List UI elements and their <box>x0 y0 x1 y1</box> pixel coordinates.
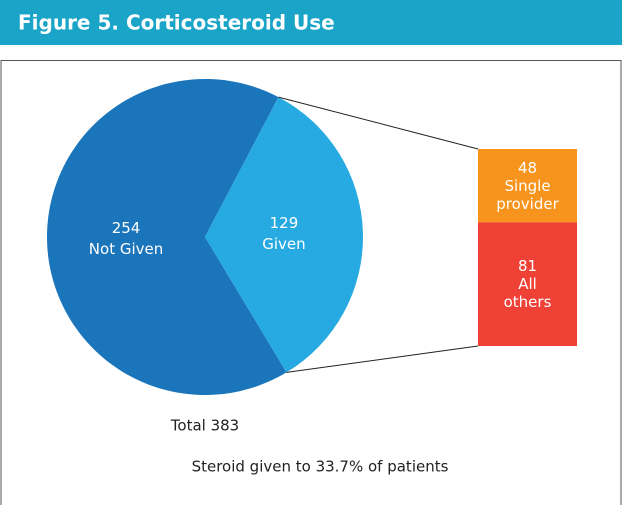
pie-slice <box>205 97 363 373</box>
note: Steroid given to 33.7% of patients <box>192 458 449 476</box>
segment-value: 81 <box>517 257 538 276</box>
total-label: Total 383 <box>170 417 239 435</box>
bar-segment <box>478 149 577 223</box>
connector <box>278 96 479 150</box>
slice-name: Not Given <box>89 240 163 258</box>
segment-name: Single provider <box>496 176 559 213</box>
segment-value: 48 <box>517 158 538 177</box>
slice-value: 129 <box>270 214 299 232</box>
frame <box>0 60 622 505</box>
slice-value: 254 <box>112 219 141 237</box>
chart-title: Figure 5. Corticosteroid Use <box>18 11 335 35</box>
slice-name: Given <box>262 235 305 253</box>
connector <box>286 345 479 373</box>
segment-name: All others <box>503 275 552 312</box>
pie-slice <box>47 78 287 395</box>
header-bar <box>0 0 622 45</box>
bar-segment <box>478 222 577 346</box>
